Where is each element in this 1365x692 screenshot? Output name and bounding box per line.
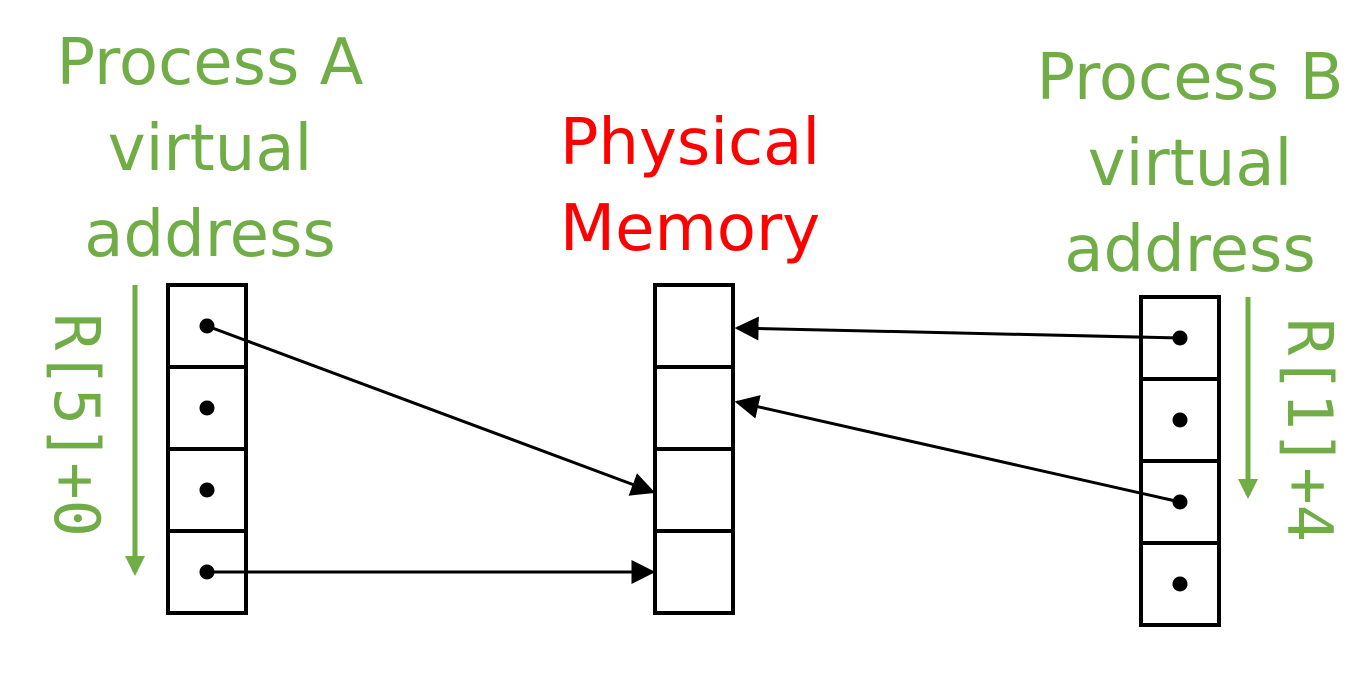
mapping-arrow-3 xyxy=(737,402,1180,502)
process-a-pointer-dot-1 xyxy=(200,401,215,416)
physical-memory-cell-2 xyxy=(655,449,733,531)
mapping-arrow-2 xyxy=(737,328,1180,338)
mapping-arrow-0 xyxy=(207,326,653,492)
physical-memory-cell-3 xyxy=(655,531,733,613)
process-b-pointer-dot-1 xyxy=(1173,413,1188,428)
physical-memory-cell-1 xyxy=(655,367,733,449)
process-b-pointer-dot-3 xyxy=(1173,577,1188,592)
process-a-pointer-dot-2 xyxy=(200,483,215,498)
physical-memory-cell-0 xyxy=(655,285,733,367)
